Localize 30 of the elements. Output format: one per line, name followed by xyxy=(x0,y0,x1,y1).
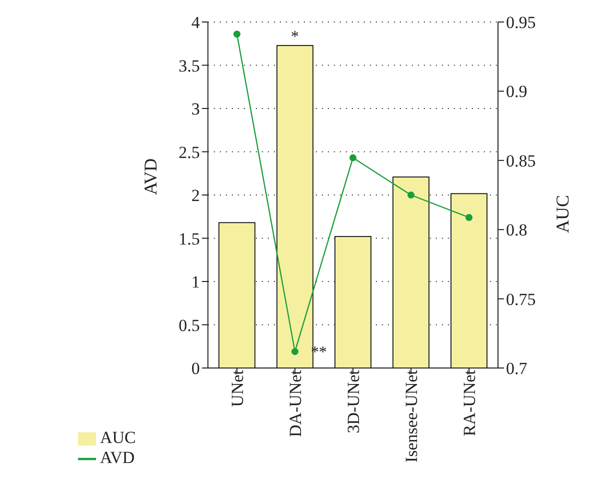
y-tick-label: 0 xyxy=(191,359,200,378)
point xyxy=(407,192,414,198)
legend-label: AUC xyxy=(100,428,136,447)
y-tick-label: 2.5 xyxy=(178,142,200,162)
point xyxy=(349,154,356,162)
x-tick-label: UNet xyxy=(228,370,247,407)
point xyxy=(291,348,298,356)
y-tick-label: 3.5 xyxy=(178,56,200,76)
x-tick-label: 3D-UNet xyxy=(344,370,364,434)
x-tick-label: DA-UNet xyxy=(286,370,306,438)
y-tick-label: 0.5 xyxy=(178,316,200,335)
point xyxy=(233,30,240,38)
y-tick-label: 2 xyxy=(191,186,200,206)
y2-axis-title: AUC xyxy=(552,195,572,234)
y2-tick-label: 0.85 xyxy=(506,151,536,170)
y-axis-title: AVD xyxy=(140,158,160,195)
y-tick-label: 3 xyxy=(191,100,200,119)
y-tick-label: 1 xyxy=(191,272,200,292)
y2-tick-label: 0.9 xyxy=(506,82,528,102)
y2-tick-label: 0.75 xyxy=(506,290,536,309)
y2-tick-label: 0.95 xyxy=(506,13,536,32)
x-tick-label: Isensee-UNet xyxy=(402,370,422,463)
y-tick-label: 1.5 xyxy=(178,229,200,248)
point xyxy=(465,214,472,221)
x-tick-label: RA-UNet xyxy=(460,370,480,436)
y-tick-label: 4 xyxy=(191,13,200,32)
legend-label: AVD xyxy=(100,448,135,467)
y2-tick-label: 0.7 xyxy=(506,359,528,378)
y2-tick-label: 0.8 xyxy=(506,220,528,240)
annotation: * xyxy=(290,28,299,46)
